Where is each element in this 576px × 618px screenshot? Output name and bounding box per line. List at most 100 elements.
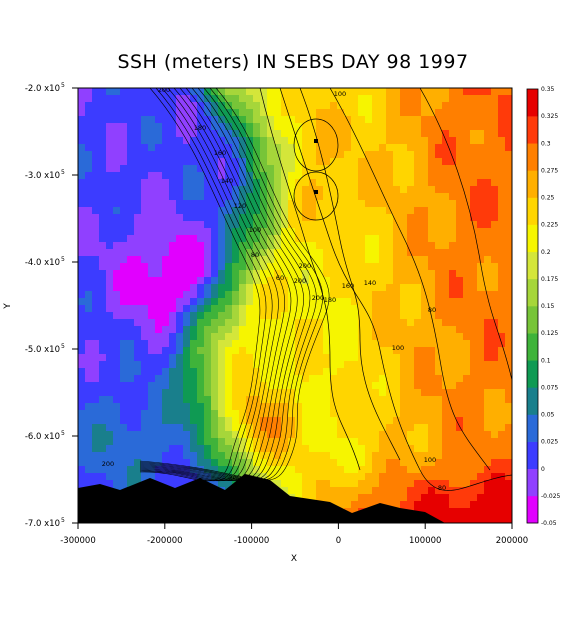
heatmap-cell	[246, 88, 254, 96]
heatmap-cell	[120, 249, 128, 257]
heatmap-cell	[99, 123, 107, 131]
heatmap-cell	[351, 207, 359, 215]
heatmap-cell	[99, 473, 107, 481]
heatmap-cell	[113, 459, 121, 467]
heatmap-cell	[414, 158, 422, 166]
heatmap-cell	[211, 263, 219, 271]
heatmap-cell	[260, 347, 268, 355]
heatmap-cell	[393, 438, 401, 446]
heatmap-cell	[78, 480, 86, 488]
heatmap-cell	[372, 298, 380, 306]
heatmap-cell	[302, 228, 310, 236]
heatmap-cell	[141, 291, 149, 299]
heatmap-cell	[155, 214, 163, 222]
heatmap-cell	[232, 137, 240, 145]
heatmap-cell	[428, 95, 436, 103]
heatmap-cell	[232, 179, 240, 187]
heatmap-cell	[316, 172, 324, 180]
heatmap-cell	[400, 130, 408, 138]
heatmap-cell	[477, 403, 485, 411]
heatmap-cell	[155, 242, 163, 250]
heatmap-cell	[169, 270, 177, 278]
heatmap-cell	[323, 214, 331, 222]
x-tick-label: 100000	[409, 536, 441, 546]
heatmap-cell	[407, 263, 415, 271]
heatmap-cell	[232, 130, 240, 138]
heatmap-cell	[379, 172, 387, 180]
heatmap-cell	[190, 410, 198, 418]
heatmap-cell	[470, 431, 478, 439]
heatmap-cell	[274, 144, 282, 152]
heatmap-cell	[421, 410, 429, 418]
heatmap-cell	[211, 480, 219, 488]
heatmap-cell	[407, 445, 415, 453]
heatmap-cell	[120, 375, 128, 383]
heatmap-cell	[183, 172, 191, 180]
heatmap-cell	[463, 116, 471, 124]
heatmap-cell	[78, 389, 86, 397]
heatmap-cell	[106, 214, 114, 222]
heatmap-cell	[218, 312, 226, 320]
heatmap-cell	[470, 291, 478, 299]
heatmap-cell	[169, 396, 177, 404]
y-tick-label: -2.0 x10	[25, 84, 60, 94]
heatmap-cell	[267, 424, 275, 432]
heatmap-cell	[358, 487, 366, 495]
heatmap-cell	[169, 480, 177, 488]
heatmap-cell	[323, 263, 331, 271]
heatmap-cell	[400, 263, 408, 271]
heatmap-cell	[120, 319, 128, 327]
heatmap-cell	[498, 130, 506, 138]
heatmap-cell	[344, 459, 352, 467]
heatmap-cell	[372, 228, 380, 236]
heatmap-cell	[484, 473, 492, 481]
heatmap-cell	[253, 326, 261, 334]
heatmap-cell	[414, 256, 422, 264]
heatmap-cell	[225, 179, 233, 187]
heatmap-cell	[99, 270, 107, 278]
heatmap-cell	[414, 144, 422, 152]
heatmap-cell	[365, 249, 373, 257]
heatmap-cell	[372, 375, 380, 383]
heatmap-cell	[211, 137, 219, 145]
heatmap-cell	[113, 165, 121, 173]
heatmap-cell	[302, 116, 310, 124]
heatmap-cell	[309, 186, 317, 194]
heatmap-cell	[85, 368, 93, 376]
heatmap-cell	[92, 102, 100, 110]
heatmap-cell	[330, 165, 338, 173]
heatmap-cell	[106, 221, 114, 229]
heatmap-cell	[267, 123, 275, 131]
heatmap-cell	[169, 88, 177, 96]
heatmap-cell	[253, 361, 261, 369]
heatmap-cell	[372, 347, 380, 355]
heatmap-cell	[316, 431, 324, 439]
heatmap-cell	[190, 438, 198, 446]
heatmap-cell	[260, 200, 268, 208]
heatmap-cell	[421, 382, 429, 390]
heatmap-cell	[386, 130, 394, 138]
heatmap-cell	[449, 116, 457, 124]
heatmap-cell	[386, 438, 394, 446]
heatmap-cell	[113, 347, 121, 355]
heatmap-cell	[183, 207, 191, 215]
heatmap-cell	[435, 368, 443, 376]
heatmap-cell	[302, 200, 310, 208]
heatmap-cell	[491, 130, 499, 138]
heatmap-cell	[253, 88, 261, 96]
heatmap-cell	[246, 186, 254, 194]
heatmap-cell	[309, 340, 317, 348]
heatmap-cell	[407, 242, 415, 250]
heatmap-cell	[169, 473, 177, 481]
heatmap-cell	[365, 361, 373, 369]
heatmap-cell	[120, 403, 128, 411]
heatmap-cell	[456, 158, 464, 166]
heatmap-cell	[134, 158, 142, 166]
heatmap-cell	[365, 445, 373, 453]
heatmap-cell	[449, 123, 457, 131]
heatmap-cell	[351, 144, 359, 152]
heatmap-cell	[169, 158, 177, 166]
heatmap-cell	[505, 277, 512, 285]
heatmap-cell	[442, 473, 450, 481]
heatmap-cell	[414, 130, 422, 138]
